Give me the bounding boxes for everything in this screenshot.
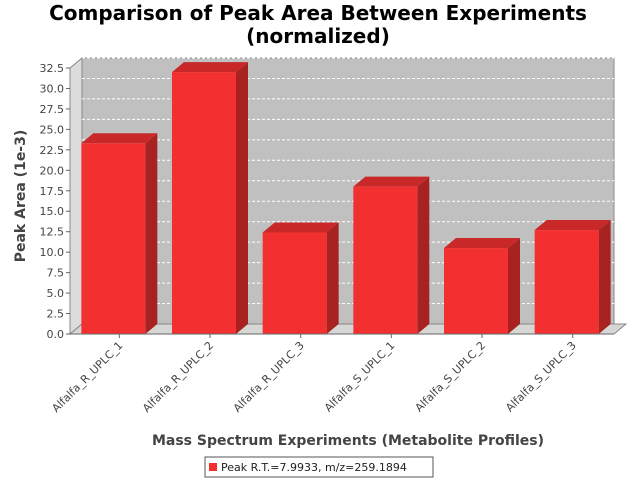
y-tick-label: 25.0 [40, 123, 65, 136]
y-axis-label: Peak Area (1e-3) [13, 130, 29, 263]
bar [534, 220, 611, 334]
bar-side [598, 220, 611, 334]
bar-side [417, 176, 430, 334]
bar-top [444, 238, 520, 249]
y-tick-label: 7.5 [47, 267, 65, 280]
bar-top [353, 176, 430, 187]
y-tick-label: 5.0 [47, 287, 65, 300]
x-tick-label: Alfalfa_S_UPLC_3 [503, 339, 579, 415]
x-tick-label: Alfalfa_R_UPLC_2 [140, 339, 216, 415]
plot-back-wall [81, 57, 615, 325]
x-tick-label: Alfalfa_S_UPLC_1 [322, 339, 398, 415]
bar-front [262, 232, 327, 334]
y-tick-label: 12.5 [40, 226, 65, 239]
bar-top [262, 222, 339, 233]
bar-side [326, 222, 339, 334]
bar-front [81, 143, 146, 334]
bar-top [534, 220, 611, 231]
bar-side [236, 62, 248, 334]
y-tick-label: 2.5 [47, 308, 65, 321]
y-axis-ticks: 0.0 2.5 5.0 7.5 10.0 12.5 15.0 17.5 20.0 22.5 25.0… [40, 62, 70, 341]
bar [444, 238, 520, 334]
chart-title-line-1: Comparison of Peak Area Between Experime… [49, 1, 587, 25]
bar-top [81, 133, 158, 144]
bar-front [444, 248, 508, 334]
y-tick-label: 17.5 [40, 185, 65, 198]
bar [353, 176, 430, 334]
y-tick-label: 10.0 [40, 246, 65, 259]
plot-area [68, 56, 628, 336]
x-axis-ticks: Alfalfa_R_UPLC_1 Alfalfa_R_UPLC_2 Alfalfa_… [49, 333, 614, 415]
bar-side [508, 238, 520, 334]
legend-border [204, 456, 434, 478]
x-axis-label: Mass Spectrum Experiments (Metabolite Pr… [152, 433, 544, 449]
y-tick-label: 0.0 [47, 328, 65, 341]
bar-front [353, 186, 418, 334]
bar-side [145, 133, 158, 334]
x-tick-label: Alfalfa_R_UPLC_1 [49, 339, 125, 415]
bar [262, 222, 339, 334]
gridlines [82, 57, 614, 305]
bar [172, 62, 248, 334]
y-tick-label: 27.5 [40, 103, 65, 116]
y-tick-label: 30.0 [40, 82, 65, 95]
bar [81, 133, 158, 334]
plot-left-wall [69, 56, 83, 336]
x-tick-label: Alfalfa_S_UPLC_2 [413, 339, 489, 415]
bar-top [172, 62, 248, 73]
y-tick-label: 32.5 [40, 62, 65, 75]
bar-front [534, 230, 599, 334]
bar-front [172, 72, 236, 334]
legend-series-label: Peak R.T.=7.9933, m/z=259.1894 [221, 461, 407, 474]
legend-swatch [209, 463, 217, 471]
y-tick-label: 20.0 [40, 164, 65, 177]
chart-title-line-2: (normalized) [246, 24, 390, 48]
bars [81, 62, 611, 334]
y-tick-label: 22.5 [40, 144, 65, 157]
legend: Peak R.T.=7.9933, m/z=259.1894 [204, 456, 434, 478]
y-tick-label: 15.0 [40, 205, 65, 218]
x-tick-label: Alfalfa_R_UPLC_3 [231, 339, 307, 415]
